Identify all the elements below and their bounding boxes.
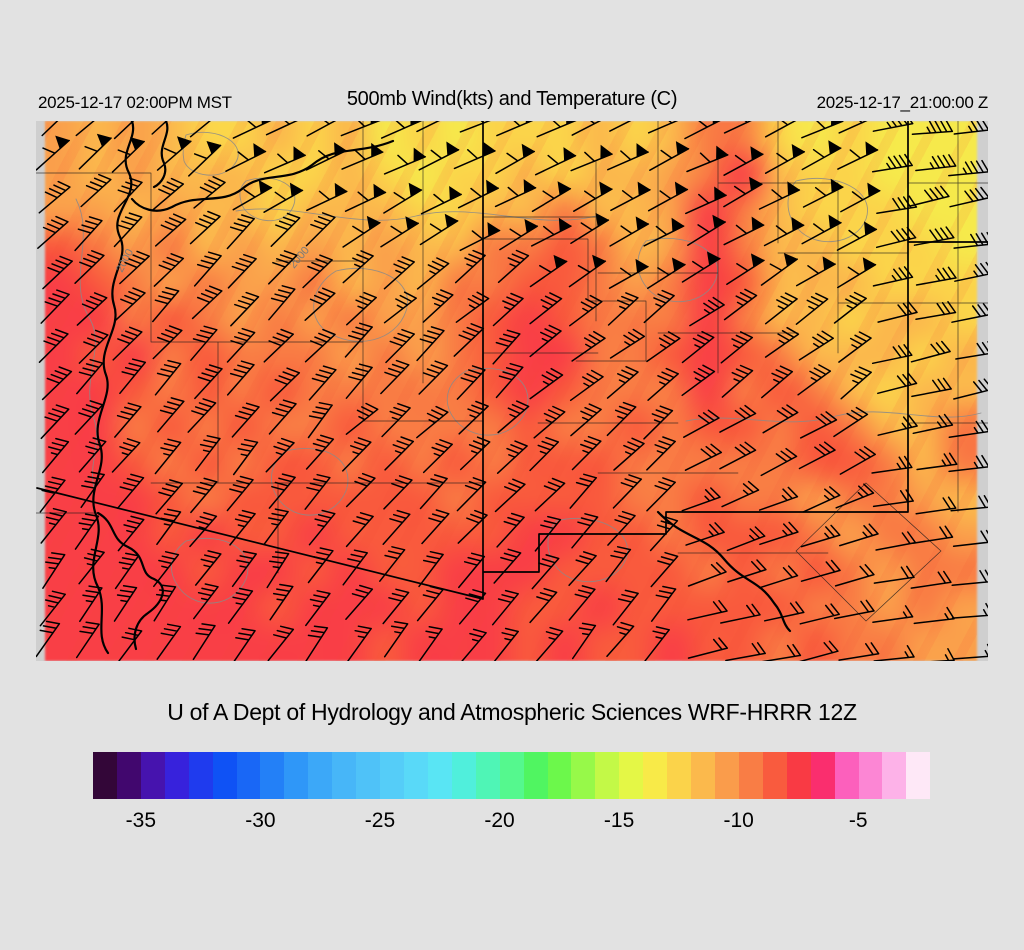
colorbar-segment	[403, 752, 428, 799]
valid-time-local: 2025-12-17 02:00PM MST	[38, 93, 232, 112]
colorbar-segment	[595, 752, 620, 799]
colorbar	[93, 752, 931, 799]
colorbar-tick-label: -25	[364, 809, 396, 832]
source-title: U of A Dept of Hydrology and Atmospheric…	[167, 699, 857, 725]
colorbar-segment	[906, 752, 931, 799]
map-overlay: 2000 2000	[36, 121, 988, 661]
colorbar-segment	[858, 752, 883, 799]
colorbar-segment	[738, 752, 763, 799]
colorbar-segment	[475, 752, 500, 799]
colorbar-segment	[786, 752, 811, 799]
colorbar-segment	[93, 752, 117, 799]
temperature-streak-texture	[45, 121, 977, 661]
colorbar-segment	[356, 752, 381, 799]
colorbar-segment	[714, 752, 739, 799]
valid-time-utc: 2025-12-17_21:00:00 Z	[816, 93, 989, 112]
colorbar-segment	[499, 752, 524, 799]
colorbar-segment	[332, 752, 357, 799]
colorbar-segment	[380, 752, 404, 799]
colorbar-segment	[810, 752, 835, 799]
colorbar-segment	[451, 752, 476, 799]
colorbar-tick-label: -20	[484, 809, 515, 832]
terrain-contours-layer	[75, 131, 982, 604]
colorbar-tick-label: -15	[603, 809, 635, 832]
colorbar-segment	[834, 752, 859, 799]
colorbar-segment	[212, 752, 237, 799]
colorbar-segment	[427, 752, 452, 799]
temperature-fill	[45, 121, 977, 661]
colorbar-segment	[164, 752, 189, 799]
colorbar-segment	[260, 752, 285, 799]
colorbar-segment	[116, 752, 141, 799]
colorbar-segment	[643, 752, 668, 799]
colorbar-segment	[571, 752, 596, 799]
colorbar-segment	[762, 752, 787, 799]
colorbar-tick-label: -5	[848, 809, 868, 832]
map-panel: 2000 2000	[36, 121, 988, 661]
county-lines-layer	[36, 121, 988, 622]
colorbar-tick-label: -35	[125, 809, 157, 832]
colorbar-segment	[284, 752, 309, 799]
colorbar-tick-label: -30	[245, 809, 276, 832]
colorbar-segment	[308, 752, 333, 799]
wind-barb-pennants	[55, 121, 881, 274]
colorbar-ticks: -35 -30 -25 -20 -15 -10 -5	[93, 809, 930, 839]
colorbar-segment	[523, 752, 548, 799]
state-borders-layer	[36, 121, 988, 600]
colorbar-segment	[667, 752, 692, 799]
colorbar-segment	[619, 752, 644, 799]
colorbar-segment	[140, 752, 165, 799]
colorbar-segment	[188, 752, 213, 799]
colorbar-segment	[882, 752, 907, 799]
wind-barbs-layer	[36, 121, 988, 661]
colorbar-tick-label: -10	[723, 809, 754, 832]
colorbar-segment	[691, 752, 715, 799]
colorbar-segment	[547, 752, 572, 799]
colorbar-segment	[236, 752, 261, 799]
page-title: 500mb Wind(kts) and Temperature (C)	[346, 88, 678, 110]
